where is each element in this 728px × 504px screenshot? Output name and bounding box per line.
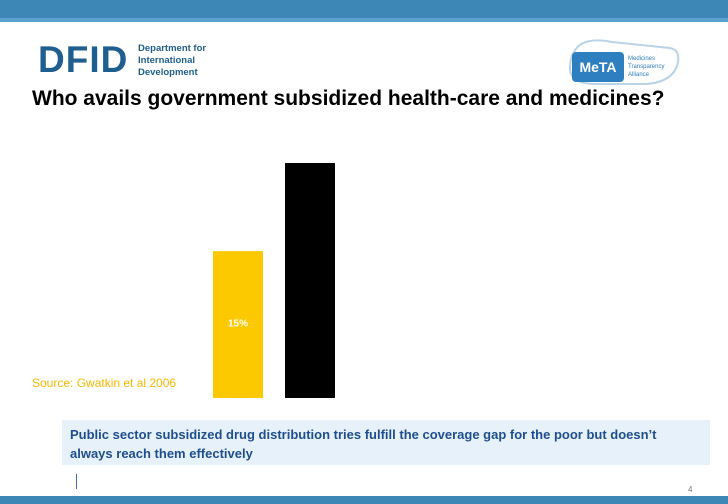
text-cursor-line [76, 474, 77, 489]
meta-logo-line: Medicines [628, 56, 655, 62]
slide-title: Who avails government subsidized health-… [32, 87, 665, 110]
dfid-logo-line: Development [138, 67, 198, 78]
dfid-logo-subtitle: Department for International Development [138, 43, 206, 79]
top-header-bar-highlight [0, 18, 728, 22]
dfid-logo-line: International [138, 55, 196, 66]
source-citation: Source: Gwatkin et al 2006 [32, 376, 177, 390]
bar-2 [285, 163, 335, 398]
callout-box: Public sector subsidized drug distributi… [62, 420, 710, 465]
bar-1-data-label: 15% [228, 319, 248, 330]
meta-logo-line: Alliance [628, 72, 650, 78]
meta-logo-word: MeTA [579, 59, 616, 75]
bar-chart: 15% [213, 163, 335, 398]
top-header-bar [0, 0, 728, 22]
bottom-footer-bar [0, 496, 728, 504]
page-number: 4 [688, 485, 693, 494]
callout-text: Public sector subsidized drug distributi… [70, 427, 657, 461]
dfid-logo-line: Department for [138, 43, 207, 54]
bar-1 [213, 251, 263, 398]
dfid-logo-word: DFID [38, 39, 129, 80]
dfid-logo: DFID Department for International Develo… [38, 40, 208, 80]
meta-logo: MeTA Medicines Transparency Alliance [568, 39, 680, 85]
meta-logo-line: Transparency [628, 64, 664, 70]
